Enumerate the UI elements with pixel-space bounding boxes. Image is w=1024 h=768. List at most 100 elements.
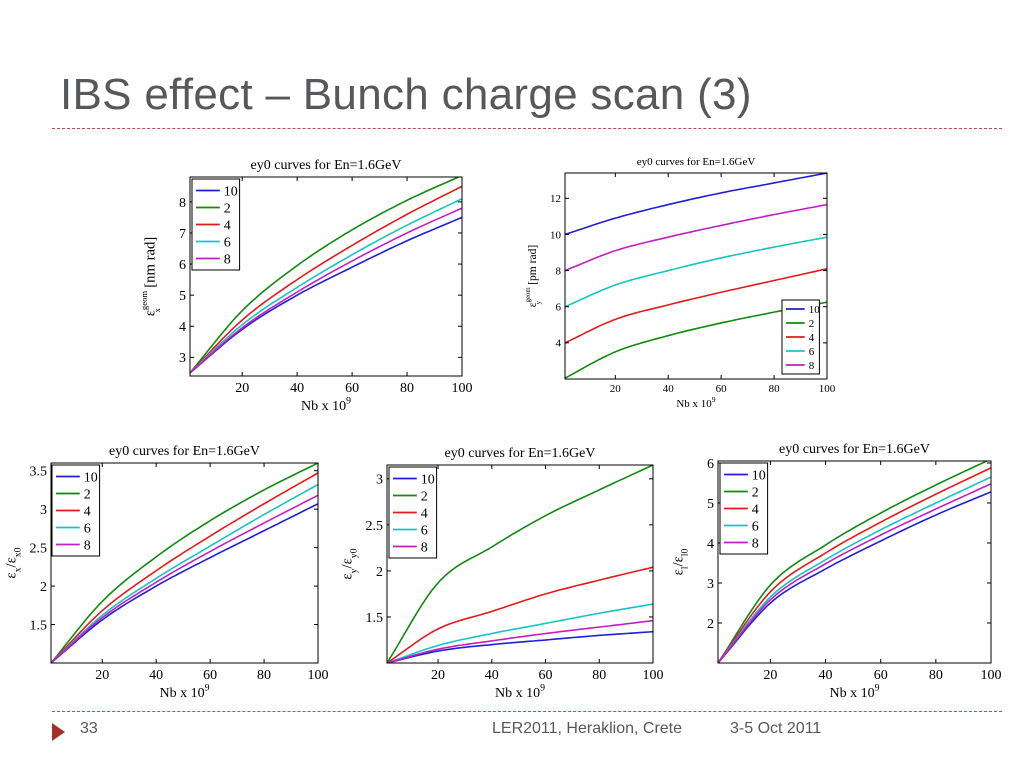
legend-label-2: 2 bbox=[84, 487, 91, 502]
y-tick-label: 6 bbox=[556, 302, 562, 314]
plot-frame bbox=[386, 464, 654, 664]
legend-label-2: 2 bbox=[752, 485, 759, 500]
series-line-8 bbox=[565, 203, 827, 272]
y-tick-label: 3 bbox=[179, 351, 186, 366]
y-tick-label: 2 bbox=[707, 617, 714, 632]
x-tick-label: 20 bbox=[235, 381, 249, 396]
x-tick-label: 80 bbox=[592, 668, 606, 683]
series-line-6 bbox=[387, 603, 653, 663]
x-axis-label: Nb x 109 bbox=[495, 683, 545, 701]
y-tick-label: 2 bbox=[40, 580, 47, 595]
x-tick-label: 80 bbox=[929, 668, 943, 683]
series-line-8 bbox=[190, 207, 462, 374]
series-line-8 bbox=[387, 619, 653, 663]
legend-label-10: 10 bbox=[224, 184, 238, 199]
y-tick-label: 4 bbox=[179, 320, 186, 335]
x-tick-label: 40 bbox=[149, 668, 163, 683]
legend-label-8: 8 bbox=[809, 360, 815, 372]
y-tick-label: 3 bbox=[376, 473, 383, 488]
x-tick-label: 100 bbox=[308, 668, 329, 683]
x-tick-label: 20 bbox=[763, 668, 777, 683]
series-line-10 bbox=[387, 630, 653, 663]
series-line-10 bbox=[51, 503, 318, 663]
footer-divider bbox=[52, 711, 1002, 712]
y-tick-label: 1.5 bbox=[366, 611, 384, 626]
series-line-4 bbox=[718, 467, 991, 663]
legend-label-2: 2 bbox=[421, 489, 428, 504]
y-tick-label: 3 bbox=[707, 577, 714, 592]
y-tick-label: 7 bbox=[179, 227, 186, 242]
y-tick-label: 8 bbox=[179, 196, 186, 211]
series-line-4 bbox=[387, 566, 653, 663]
x-tick-label: 80 bbox=[769, 383, 781, 395]
legend-label-2: 2 bbox=[224, 201, 231, 216]
y-tick-label: 4 bbox=[556, 338, 562, 350]
series-line-10 bbox=[190, 216, 462, 374]
y-tick-label: 5 bbox=[707, 497, 714, 512]
series-line-8 bbox=[51, 494, 318, 663]
x-tick-label: 20 bbox=[431, 668, 445, 683]
x-tick-label: 60 bbox=[345, 381, 359, 396]
y-tick-label: 3.5 bbox=[30, 465, 48, 480]
footer-arrow-icon bbox=[52, 723, 65, 741]
y-tick-label: 12 bbox=[550, 193, 561, 205]
series-line-2 bbox=[718, 461, 989, 663]
legend-label-10: 10 bbox=[809, 304, 821, 316]
series-line-4 bbox=[190, 185, 462, 374]
x-axis-label: Nb x 109 bbox=[829, 683, 879, 701]
x-axis-label: Nb x 109 bbox=[159, 683, 209, 701]
series-line-6 bbox=[190, 198, 462, 374]
x-tick-label: 40 bbox=[290, 381, 304, 396]
y-tick-label: 6 bbox=[179, 258, 186, 273]
x-tick-label: 20 bbox=[95, 668, 109, 683]
y-tick-label: 10 bbox=[550, 229, 562, 241]
series-line-8 bbox=[718, 483, 991, 663]
y-tick-label: 2 bbox=[376, 565, 383, 580]
slide-title: IBS effect – Bunch charge scan (3) bbox=[60, 70, 752, 119]
legend-label-4: 4 bbox=[84, 504, 91, 519]
legend-label-4: 4 bbox=[421, 506, 428, 521]
x-tick-label: 100 bbox=[643, 668, 664, 683]
y-axis-label: εl/εl0 bbox=[671, 549, 691, 576]
series-line-6 bbox=[565, 236, 827, 308]
title-divider bbox=[52, 128, 1002, 129]
legend-label-6: 6 bbox=[809, 346, 815, 358]
x-tick-label: 100 bbox=[819, 383, 836, 395]
legend-label-4: 4 bbox=[752, 502, 759, 517]
series-line-4 bbox=[51, 472, 318, 663]
series-line-2 bbox=[51, 463, 318, 663]
series-line-6 bbox=[718, 476, 991, 663]
x-tick-label: 80 bbox=[400, 381, 414, 396]
x-tick-label: 20 bbox=[610, 383, 622, 395]
chart-title: ey0 curves for En=1.6GeV bbox=[109, 444, 260, 459]
y-axis-label: εx/εx0 bbox=[4, 547, 24, 578]
y-tick-label: 2.5 bbox=[366, 519, 384, 534]
x-tick-label: 100 bbox=[452, 381, 473, 396]
x-tick-label: 100 bbox=[981, 668, 1002, 683]
x-tick-label: 60 bbox=[539, 668, 553, 683]
y-tick-label: 5 bbox=[179, 289, 186, 304]
y-tick-label: 3 bbox=[40, 503, 47, 518]
legend-label-6: 6 bbox=[421, 523, 428, 538]
x-tick-label: 60 bbox=[716, 383, 728, 395]
legend-label-10: 10 bbox=[421, 472, 435, 487]
plot-frame bbox=[564, 172, 828, 380]
y-axis-label: εy/εy0 bbox=[340, 548, 360, 579]
x-axis-label: Nb x 109 bbox=[676, 395, 715, 410]
x-axis-label: Nb x 109 bbox=[301, 396, 351, 414]
x-tick-label: 80 bbox=[257, 668, 271, 683]
page-number: 33 bbox=[80, 720, 98, 737]
footer-date: 3-5 Oct 2011 bbox=[730, 720, 822, 737]
legend-label-6: 6 bbox=[752, 519, 759, 534]
series-line-10 bbox=[718, 491, 991, 663]
series-line-4 bbox=[565, 268, 827, 344]
x-tick-label: 40 bbox=[485, 668, 499, 683]
y-tick-label: 8 bbox=[556, 265, 562, 277]
footer-event: LER2011, Heraklion, Crete bbox=[492, 720, 683, 737]
chart-title: ey0 curves for En=1.6GeV bbox=[251, 158, 402, 173]
legend-label-10: 10 bbox=[752, 468, 766, 483]
